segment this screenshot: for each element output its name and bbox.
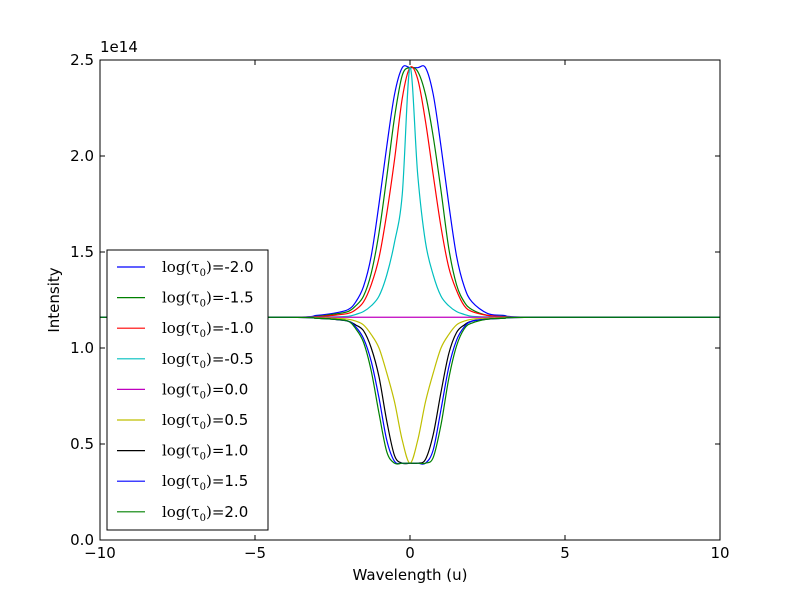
x-tick-label: 10: [710, 544, 729, 562]
legend-label: log(τ0)=-0.5: [162, 350, 254, 371]
legend-label: log(τ0)=-2.0: [162, 258, 254, 279]
legend-item: log(τ0)=-1.0: [117, 319, 254, 340]
legend-label: log(τ0)=1.5: [162, 472, 248, 493]
legend-item: log(τ0)=0.0: [117, 380, 248, 401]
y-tick-label: 1.0: [70, 339, 94, 357]
y-tick-label: 1.5: [70, 243, 94, 261]
y-tick-label: 2.0: [70, 147, 94, 165]
legend-item: log(τ0)=2.0: [117, 503, 248, 524]
legend-item: log(τ0)=1.5: [117, 472, 248, 493]
x-tick-label: 0: [405, 544, 415, 562]
series-line-8: [100, 316, 720, 465]
legend-label: log(τ0)=-1.0: [162, 319, 254, 340]
plot-frame: [99, 59, 721, 541]
legend-item: log(τ0)=0.5: [117, 411, 248, 432]
legend-label: log(τ0)=1.0: [162, 442, 248, 463]
legend-item: log(τ0)=-2.0: [117, 258, 254, 279]
legend-item: log(τ0)=1.0: [117, 442, 248, 463]
legend: log(τ0)=-2.0 log(τ0)=-1.5 log(τ0)=-1.0 log(…: [106, 249, 269, 531]
x-tick-label: −10: [84, 544, 116, 562]
legend-label: log(τ0)=2.0: [162, 503, 248, 524]
legend-item: log(τ0)=-0.5: [117, 350, 254, 371]
legend-label: log(τ0)=0.5: [162, 411, 248, 432]
y-tick-label: 0.0: [70, 531, 94, 549]
x-tick-label: −5: [244, 544, 266, 562]
legend-label: log(τ0)=-1.5: [162, 289, 254, 310]
y-tick-label: 0.5: [70, 435, 94, 453]
legend-label: log(τ0)=0.0: [162, 380, 248, 401]
y-axis-label: Intensity: [45, 267, 63, 332]
legend-item: log(τ0)=-1.5: [117, 289, 254, 310]
x-axis-label: Wavelength (u): [353, 566, 468, 584]
series-layer: [100, 65, 720, 465]
offset-label: 1e14: [100, 38, 138, 56]
x-tick-label: 5: [560, 544, 570, 562]
y-tick-label: 2.5: [70, 51, 94, 69]
ticks-layer: −10 −5 0 5 10 0.0 0.5 1.0 1.5 2.0 2.5: [70, 51, 729, 562]
series-line-3: [100, 67, 720, 318]
